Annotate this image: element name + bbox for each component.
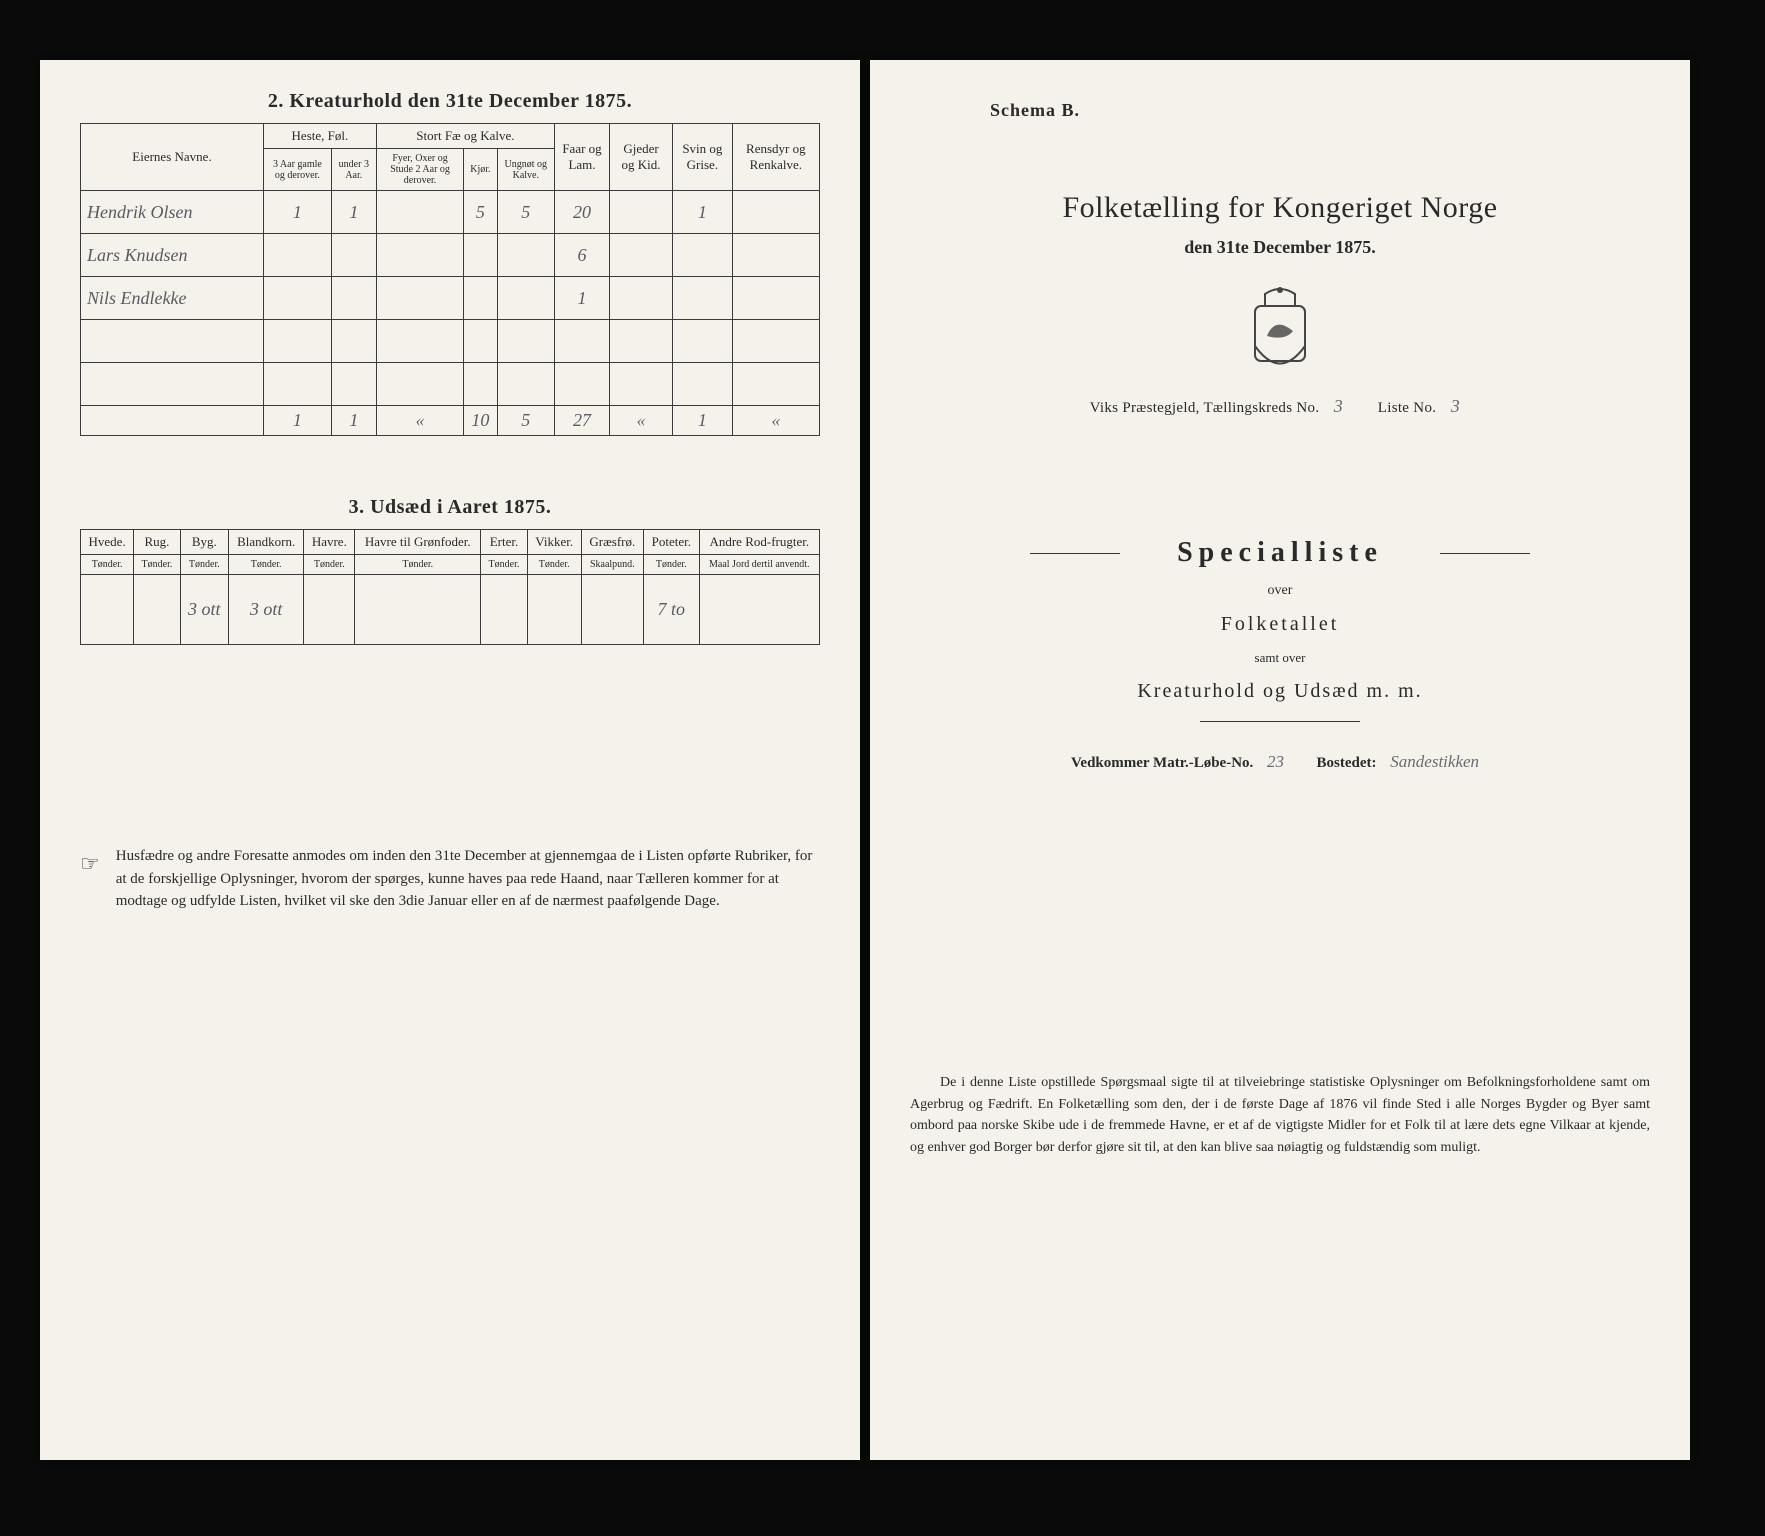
col-stort-a: Fyer, Oxer og Stude 2 Aar og derover. [376,149,463,191]
table-row: 3 ott 3 ott 7 to [81,575,820,645]
table-row: Nils Endlekke 1 [81,277,820,320]
u-unit: Maal Jord dertil anvendt. [699,555,819,575]
left-footnote: ☞ Husfædre og andre Foresatte anmodes om… [80,845,820,913]
parish-number: 3 [1323,396,1353,417]
bosted-value: Sandestikken [1390,752,1479,771]
kreaturhold-label: Kreaturhold og Udsæd m. m. [910,680,1650,703]
table-row [81,320,820,363]
u-unit: Tønder. [304,555,355,575]
vedk-label: Vedkommer Matr.-Løbe-No. [1071,755,1253,771]
parish-text: Viks Præstegjeld, Tællingskreds No. [1090,400,1320,416]
u-col: Rug. [134,530,180,555]
u-col: Vikker. [527,530,581,555]
u-unit: Tønder. [481,555,527,575]
table-row [81,363,820,406]
col-svin: Svin og Grise. [673,124,733,191]
col-stort: Stort Fæ og Kalve. [376,124,554,149]
coat-of-arms-icon [1245,286,1315,376]
u-unit: Tønder. [134,555,180,575]
udsaed-table: Hvede. Rug. Byg. Blandkorn. Havre. Havre… [80,529,820,645]
liste-number: 3 [1440,396,1470,417]
u-unit: Tønder. [355,555,481,575]
u-col: Græsfrø. [581,530,643,555]
main-title: Folketælling for Kongeriget Norge [910,191,1650,225]
samt-label: samt over [910,650,1650,666]
scan-frame: 2. Kreaturhold den 31te December 1875. E… [0,0,1765,1536]
u-col: Poteter. [644,530,700,555]
u-unit: Skaalpund. [581,555,643,575]
col-ren: Rensdyr og Renkalve. [732,124,819,191]
u-unit: Tønder. [180,555,228,575]
specialliste-title: Specialliste [910,537,1650,569]
u-col: Byg. [180,530,228,555]
u-unit: Tønder. [644,555,700,575]
right-page: Schema B. Folketælling for Kongeriget No… [870,60,1690,1460]
parish-line: Viks Præstegjeld, Tællingskreds No. 3 Li… [910,396,1650,417]
u-col: Hvede. [81,530,134,555]
col-eier: Eiernes Navne. [81,124,264,191]
col-stort-b: Kjør. [464,149,497,191]
col-stort-c: Ungnøt og Kalve. [497,149,554,191]
u-unit: Tønder. [527,555,581,575]
schema-label: Schema B. [990,100,1650,121]
liste-label: Liste No. [1378,400,1437,416]
footnote-text: Husfædre og andre Foresatte anmodes om i… [116,845,820,913]
section2-title: 2. Kreaturhold den 31te December 1875. [80,90,820,113]
census-date: den 31te December 1875. [910,237,1650,258]
folketallet-label: Folketallet [910,613,1650,636]
table-row: Lars Knudsen 6 [81,234,820,277]
u-col: Blandkorn. [228,530,303,555]
kreaturhold-table: Eiernes Navne. Heste, Føl. Stort Fæ og K… [80,123,820,436]
right-foot-text: De i denne Liste opstillede Spørgsmaal s… [910,1075,1650,1155]
right-footnote: De i denne Liste opstillede Spørgsmaal s… [910,1072,1650,1159]
table-row: Hendrik Olsen 1 1 5 5 20 1 [81,191,820,234]
bosted-label: Bostedet: [1317,755,1377,771]
col-heste-a: 3 Aar gamle og derover. [264,149,332,191]
col-faar: Faar og Lam. [555,124,610,191]
divider [1200,721,1360,722]
u-col: Andre Rod-frugter. [699,530,819,555]
u-unit: Tønder. [228,555,303,575]
pointing-hand-icon: ☞ [80,845,100,913]
col-gjed: Gjeder og Kid. [609,124,672,191]
over-label: over [910,583,1650,599]
left-page: 2. Kreaturhold den 31te December 1875. E… [40,60,860,1460]
u-col: Havre. [304,530,355,555]
u-col: Erter. [481,530,527,555]
u-unit: Tønder. [81,555,134,575]
u-col: Havre til Grønfoder. [355,530,481,555]
matr-no: 23 [1267,752,1284,771]
vedkommer-line: Vedkommer Matr.-Løbe-No. 23 Bostedet: Sa… [910,752,1650,772]
col-heste: Heste, Føl. [264,124,377,149]
col-heste-b: under 3 Aar. [331,149,376,191]
section3-title: 3. Udsæd i Aaret 1875. [80,496,820,519]
totals-row: 1 1 « 10 5 27 « 1 « [81,406,820,436]
